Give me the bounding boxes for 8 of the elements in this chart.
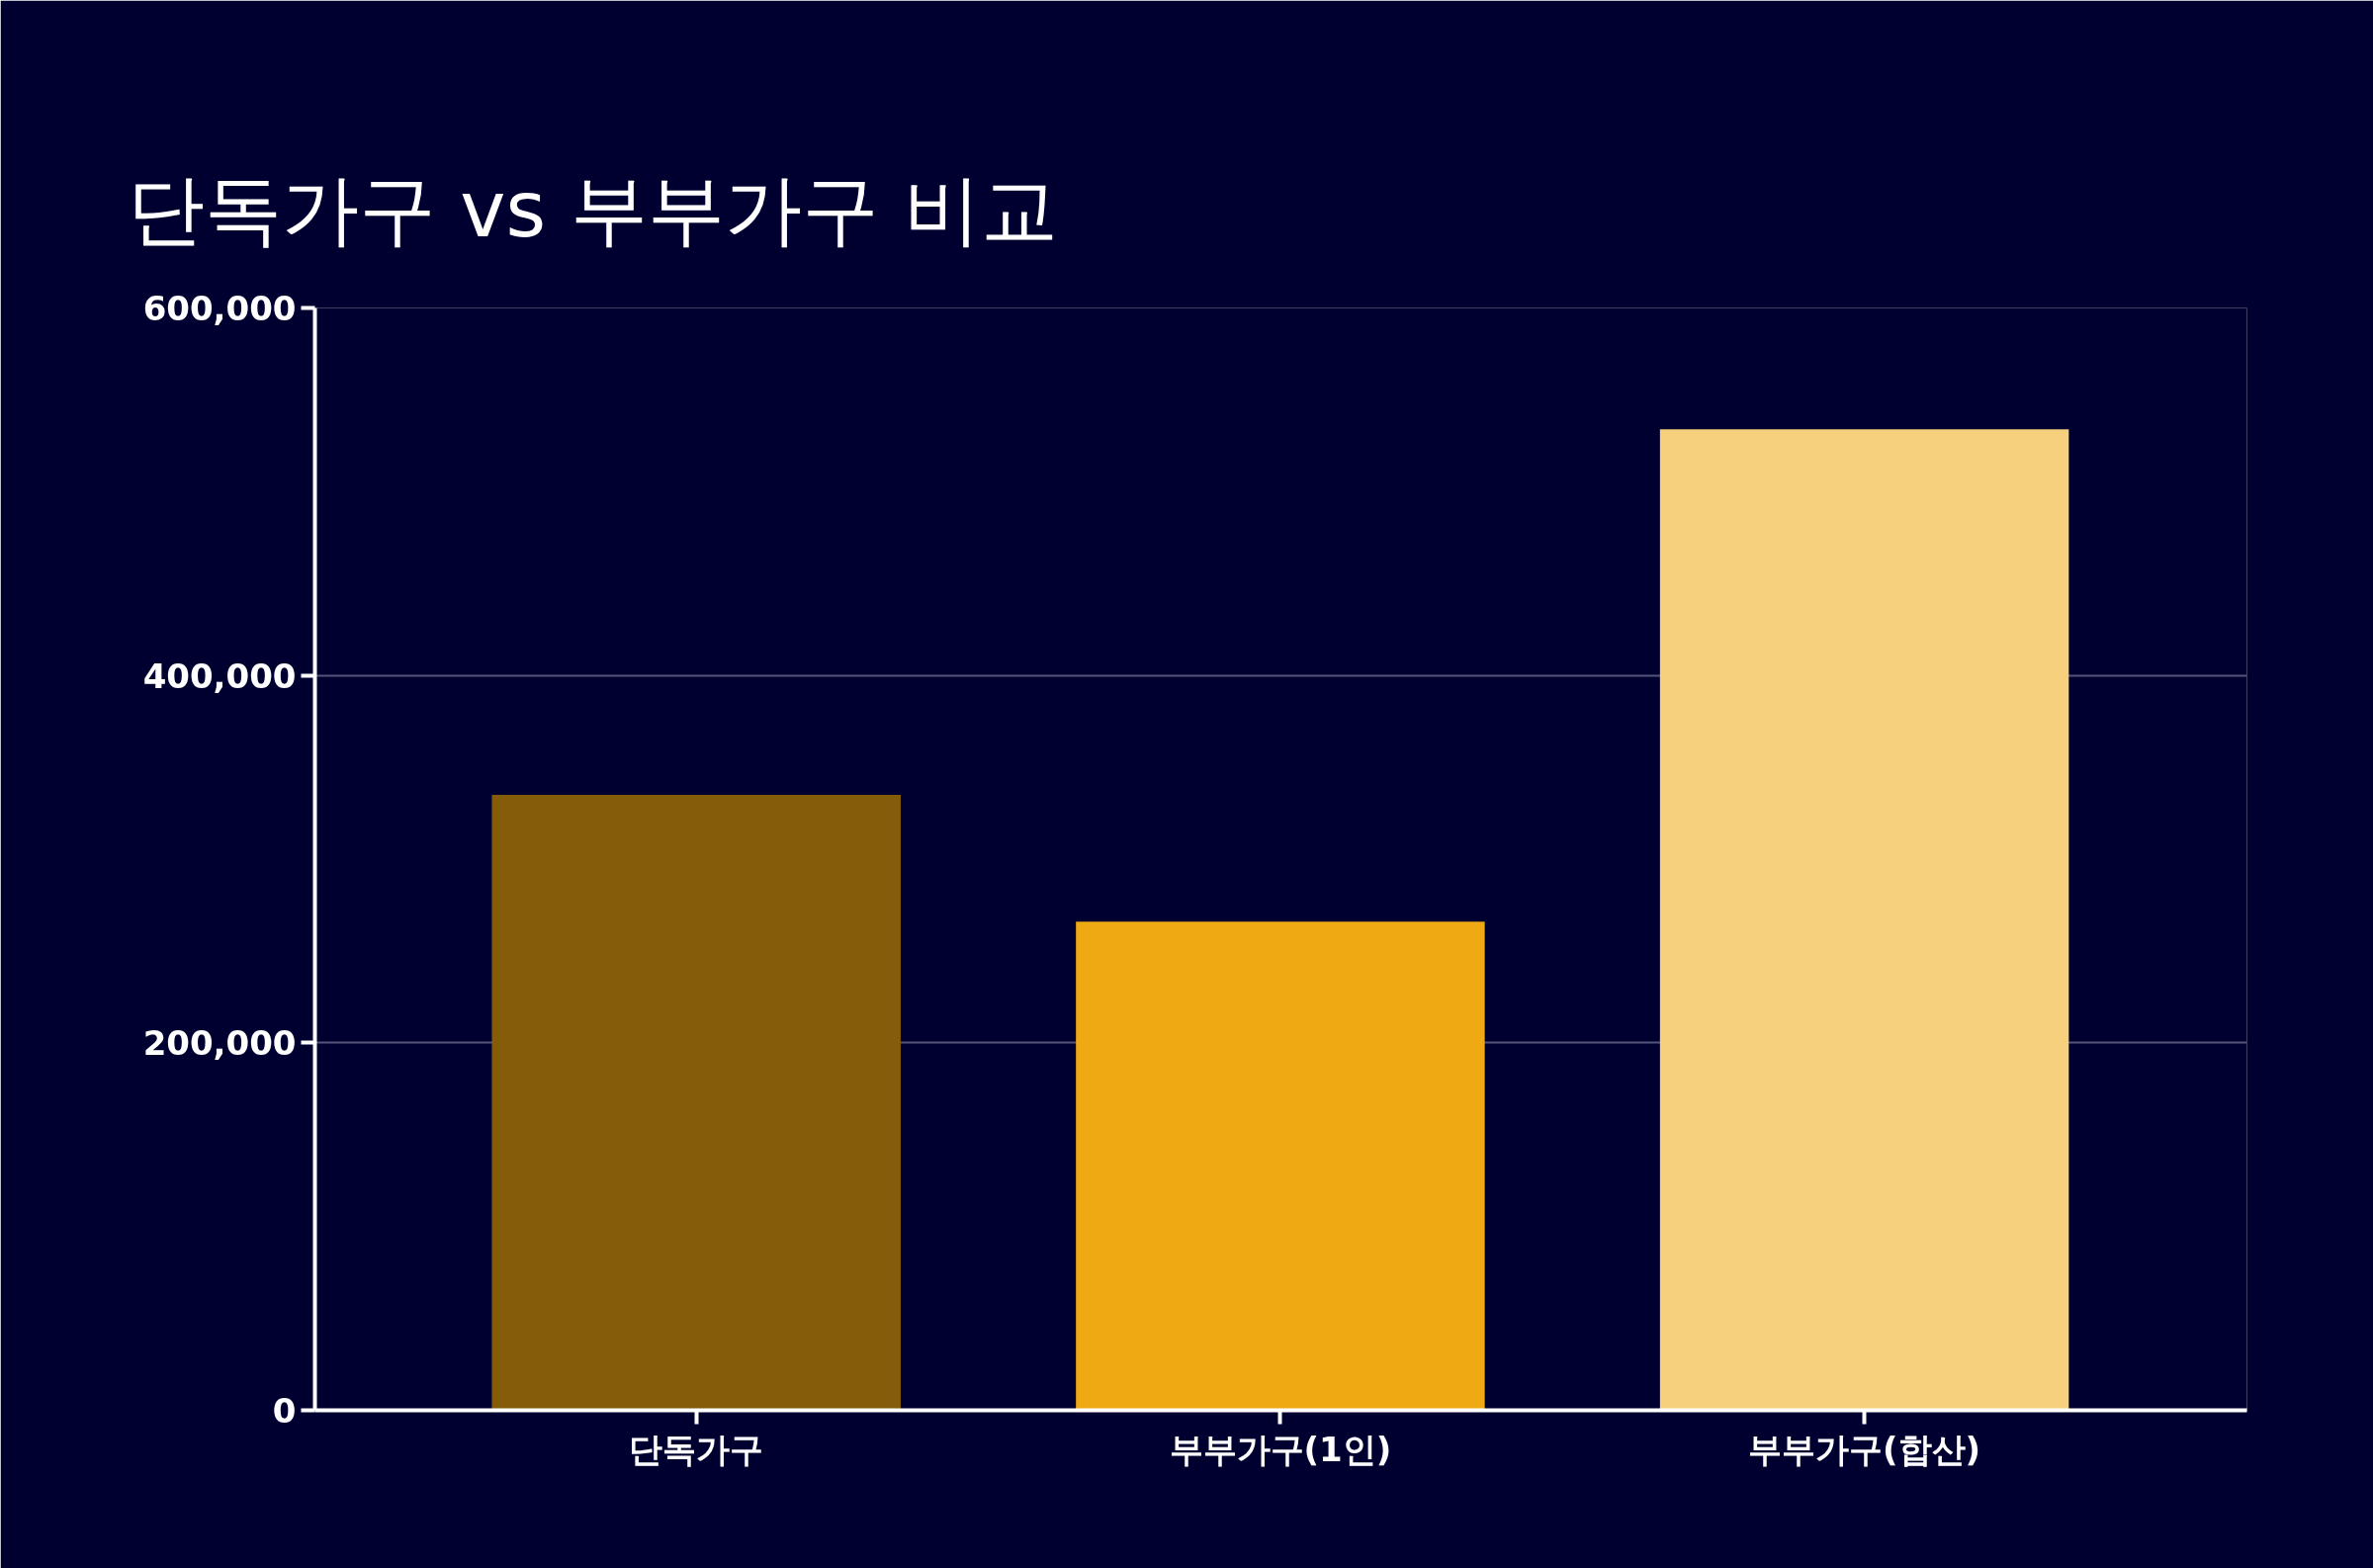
y-tick-label: 200,000 — [142, 1023, 297, 1064]
y-tick-label: 0 — [272, 1391, 297, 1431]
chart-title: 단독가구 vs 부부가구 비교 — [127, 164, 1058, 254]
y-tick-label: 600,000 — [142, 289, 297, 328]
x-tick-label: 부부가구(1인) — [1169, 1429, 1392, 1469]
y-tick-label: 400,000 — [142, 655, 297, 696]
x-tick-label: 단독가구 — [629, 1429, 764, 1469]
x-tick-label: 부부가구(합산) — [1748, 1429, 1981, 1469]
